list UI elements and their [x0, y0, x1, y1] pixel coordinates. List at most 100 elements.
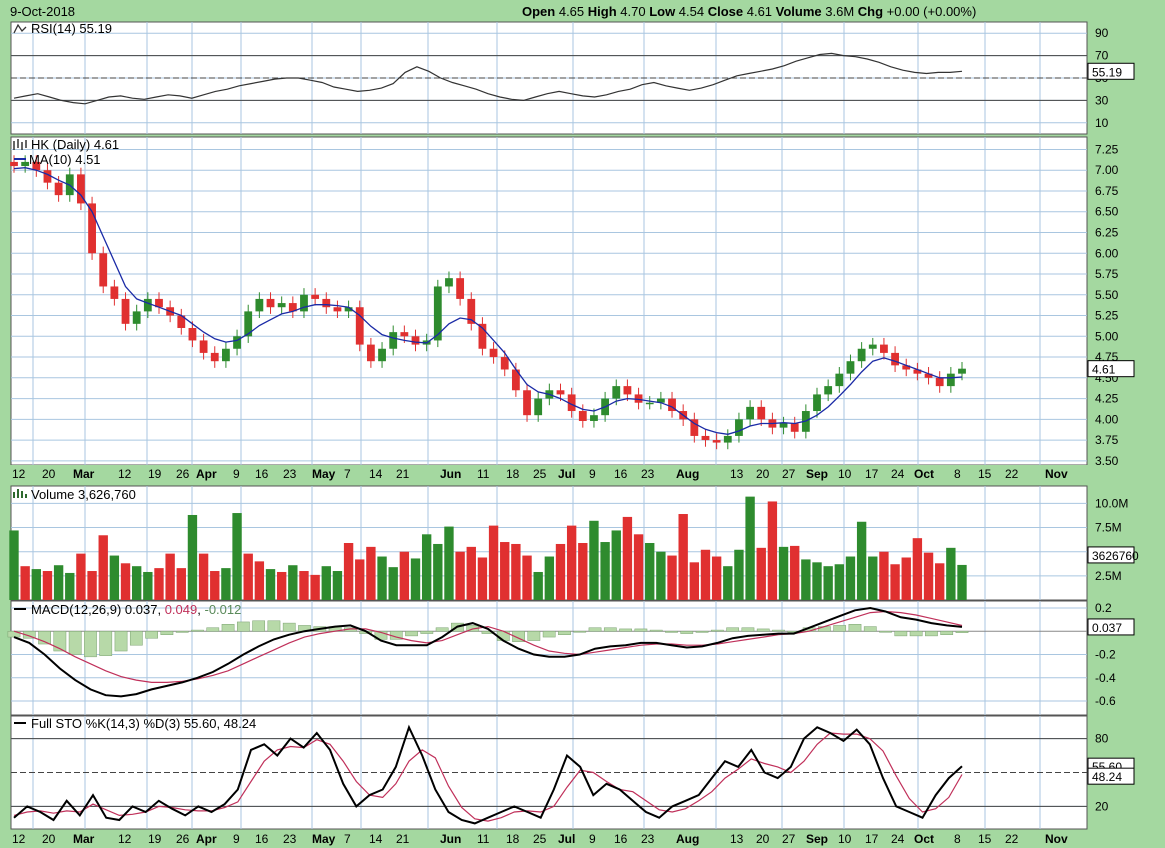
- x-tick-label: May: [312, 832, 336, 846]
- candle-body: [121, 298, 130, 324]
- macd-title: MACD(12,26,9) 0.037, 0.049, -0.012: [31, 602, 241, 617]
- volume-bar: [332, 571, 343, 600]
- stochastic-ytick: 80: [1095, 732, 1109, 746]
- macd-histogram-bar: [634, 628, 648, 632]
- candle-body: [456, 278, 465, 299]
- x-tick-label: Oct: [914, 832, 934, 846]
- x-tick-label: 10: [838, 467, 852, 481]
- x-tick-label: 22: [1005, 832, 1019, 846]
- price-ytick: 5.00: [1095, 329, 1119, 343]
- volume-bar: [254, 561, 265, 600]
- volume-bar: [923, 552, 934, 600]
- price-last-value-box: [1087, 360, 1135, 378]
- quote-line: Open 4.65 High 4.70 Low 4.54 Close 4.61 …: [522, 4, 976, 19]
- x-tick-label: 20: [756, 467, 770, 481]
- volume-bar: [711, 556, 722, 600]
- stochastic-d-value: 48.24: [1092, 770, 1122, 784]
- x-tick-label: 17: [865, 467, 879, 481]
- volume-ytick: 10.0M: [1095, 496, 1128, 510]
- candle-body: [467, 298, 476, 324]
- volume-bar: [633, 534, 644, 600]
- quote-value: 4.54: [679, 4, 704, 19]
- macd-histogram-bar: [160, 630, 174, 635]
- x-tick-label: 24: [891, 832, 905, 846]
- x-tick-label: 25: [533, 832, 547, 846]
- volume-bar: [388, 567, 398, 600]
- x-axis-band: [0, 830, 1165, 848]
- candle-body: [77, 174, 85, 204]
- x-tick-label: 16: [255, 467, 269, 481]
- macd-histogram-bar: [649, 629, 663, 632]
- x-tick-label: Jun: [440, 832, 461, 846]
- volume-bar: [488, 525, 499, 600]
- candle-body: [757, 406, 766, 420]
- x-tick-label: 23: [283, 832, 297, 846]
- price-area: [10, 136, 1088, 466]
- candle-body: [110, 286, 119, 299]
- volume-bar: [756, 547, 766, 600]
- x-tick-label: 16: [614, 832, 628, 846]
- rsi-icon: [13, 23, 27, 34]
- volume-bar: [76, 553, 86, 600]
- volume-bar: [645, 543, 655, 600]
- quote-value: +0.00 (+0.00%): [887, 4, 977, 19]
- macd-ytick: -0.6: [1095, 694, 1116, 708]
- candle-body: [556, 390, 565, 395]
- rsi-last-value: 55.19: [1092, 65, 1122, 79]
- volume-bar: [812, 562, 822, 600]
- x-tick-label: 13: [730, 467, 744, 481]
- macd-histogram-bar: [848, 624, 862, 632]
- macd-histogram-bar: [84, 630, 97, 658]
- volume-bar: [689, 562, 700, 600]
- volume-bar: [734, 549, 744, 600]
- price-panel: 7.25 7.00 6.75 6.50 6.25 6.00 5.75 5.50 5.25 5.00…: [10, 136, 1135, 468]
- quote-label: Volume: [772, 4, 825, 19]
- x-tick-label: 15: [978, 467, 992, 481]
- x-tick-label: 21: [396, 832, 410, 846]
- candle-body: [835, 373, 844, 387]
- candle-body: [288, 303, 297, 312]
- volume-last-value: 3626760: [1092, 549, 1139, 563]
- volume-ytick: 7.5M: [1095, 521, 1122, 535]
- x-tick-label: 15: [978, 832, 992, 846]
- volume-bar: [667, 555, 677, 600]
- candle-body: [411, 336, 420, 345]
- price-title: HK (Daily) 4.61: [31, 137, 119, 152]
- macd-histogram-bar: [114, 630, 128, 652]
- price-ytick: 6.50: [1095, 205, 1119, 219]
- volume-bar: [221, 568, 231, 600]
- macd-signal-value: 0.049: [165, 602, 198, 617]
- x-tick-label: 11: [477, 467, 490, 481]
- volume-bar: [444, 526, 454, 600]
- x-tick-label: 18: [506, 467, 520, 481]
- volume-bar: [511, 543, 521, 600]
- candle-body: [210, 352, 219, 362]
- volume-bar: [198, 553, 209, 600]
- macd-histogram-bar: [909, 630, 923, 637]
- candle-body: [534, 398, 543, 416]
- quote-value: 4.61: [747, 4, 772, 19]
- volume-bar: [455, 551, 465, 600]
- candle-body: [813, 394, 821, 412]
- candle-body: [400, 332, 409, 337]
- rsi-ytick: 10: [1095, 116, 1109, 130]
- rsi-ytick: 70: [1095, 49, 1109, 63]
- volume-bar: [265, 569, 276, 600]
- x-axis-bottom: 12 20 Mar 12 19 26 Apr 9 16 23 May 7 14 21 Jun 11 18 25 Ju…: [0, 830, 1165, 848]
- x-tick-label: May: [312, 467, 336, 481]
- volume-bar: [868, 556, 878, 600]
- volume-bar: [299, 571, 309, 600]
- x-tick-label: 16: [614, 467, 628, 481]
- x-tick-label: Apr: [196, 832, 217, 846]
- macd-histogram-bar: [236, 621, 250, 632]
- candle-body: [177, 315, 186, 328]
- volume-bar: [343, 543, 354, 600]
- macd-histogram-bar: [772, 629, 785, 632]
- macd-last-value: 0.037: [1092, 621, 1122, 635]
- macd-ytick: -0.2: [1095, 648, 1116, 662]
- x-tick-label: 8: [954, 832, 961, 846]
- candle-body: [935, 377, 944, 387]
- stochastic-d-value-box: [1087, 767, 1135, 785]
